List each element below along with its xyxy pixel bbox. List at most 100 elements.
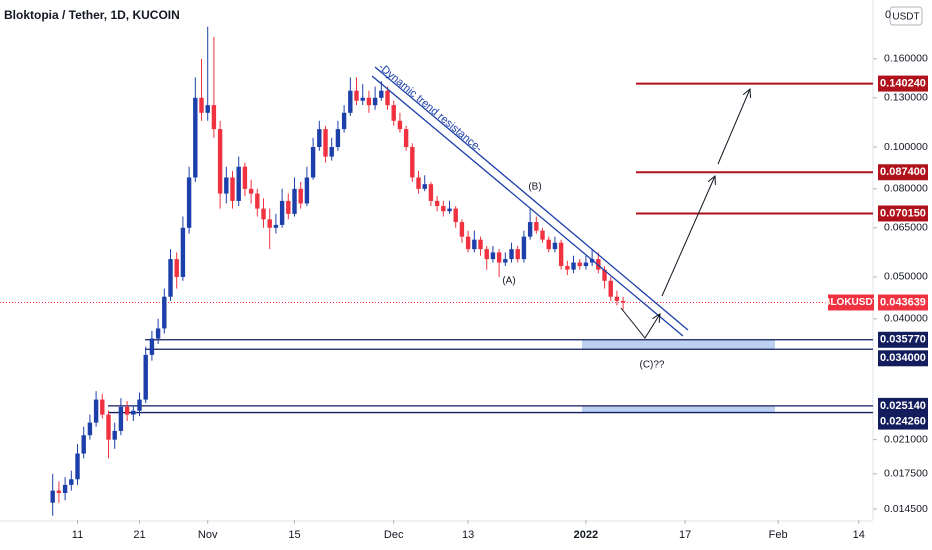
zone-label: 0.024260 [880,415,926,427]
candle-body [106,414,111,440]
candle-body [509,249,514,260]
candle-body [496,252,502,263]
x-tick-label: 13 [462,529,474,541]
candle-body [620,300,626,303]
candle-body [118,406,124,431]
projection-arrow [620,307,660,339]
y-tick-label: 0.014500 [884,503,928,515]
candle-body [81,435,86,454]
candle-body [279,200,285,225]
candle-body [143,354,148,400]
candle-body [341,112,347,130]
price-box [878,294,928,311]
x-tick-label: 14 [853,529,865,541]
zone-fill [582,405,775,413]
candle-body [503,259,508,263]
level-box [878,75,928,92]
candle-body [131,410,136,415]
x-tick-label: 17 [679,529,691,541]
zone-label: 0.025140 [880,400,926,412]
candle-body [478,239,483,250]
candle-body [149,338,155,355]
y-tick-label: 0.100000 [884,141,928,153]
candle-body [348,90,353,113]
candle-body [242,166,248,189]
candle-body [441,206,446,212]
price-label: 0.043639 [880,296,926,308]
candle-body [174,259,179,277]
candle-body [366,97,372,106]
candle-body [608,280,613,297]
candle-body [329,146,334,157]
candle-body [273,224,279,228]
candle-body [372,97,378,106]
projection-arrow [717,89,750,165]
y-tick-label: 0.065000 [884,222,928,234]
corner-label: 0 [885,9,891,21]
candle-body [211,105,217,130]
candle-body [447,208,452,212]
chart-title: Bloktopia / Tether, 1D, KUCOIN [4,8,180,22]
candle-body [552,242,558,250]
candle-body [453,208,458,223]
candle-body [484,249,489,260]
candle-body [75,453,80,480]
wave-label: (A) [502,276,515,287]
candle-body [602,269,607,281]
candle-body [410,146,415,178]
y-tick-label: 0.040000 [884,313,928,325]
zone-box [878,331,928,348]
candle-body [490,252,496,260]
candle-body [391,105,396,121]
zone-box [878,350,928,367]
candle-body [155,328,161,339]
candle-body [323,129,328,157]
candle-body [416,177,421,189]
candle-body [50,490,55,503]
candle-body [186,177,192,228]
candle-body [199,97,204,113]
y-tick-label: 0.080000 [884,183,928,195]
candle-body [354,90,359,101]
candle-body [379,90,384,98]
candle-body [298,188,303,204]
candle-body [385,90,390,106]
candle-body [558,242,564,267]
candle-body [193,97,198,178]
y-tick-label: 0.050000 [884,271,928,283]
candle-body [162,296,167,329]
candle-body [583,262,589,267]
candle-body [571,262,576,270]
currency[interactable]: USDT [892,12,919,23]
projection-arrow [661,176,715,297]
wave-label: (B) [528,182,541,193]
x-tick-label: Dec [384,529,404,541]
x-tick-label: 11 [72,529,83,541]
candle-body [248,188,254,194]
candle-body [534,222,539,231]
candle-body [546,239,551,250]
x-tick-label: 15 [288,529,300,541]
candle-body [224,177,229,194]
candle-body [124,406,130,415]
candle-body [434,200,440,207]
trend-line [371,75,684,337]
candle-body [335,129,341,147]
candle-body [304,177,310,204]
candle-body [465,236,471,250]
candle-body [261,208,266,220]
candle-body [360,97,365,101]
candle-body [521,236,527,260]
candle-body [267,219,272,228]
candle-body [286,200,291,214]
candle-body [69,479,74,485]
candle-body [596,259,601,270]
zone-label: 0.034000 [880,352,926,364]
candle-body [112,430,117,440]
y-tick-label: 0.160000 [884,53,928,65]
x-tick-label: 2022 [574,529,598,541]
candle-body [397,120,403,130]
currency-box[interactable] [889,6,923,26]
candle-body [540,230,545,240]
